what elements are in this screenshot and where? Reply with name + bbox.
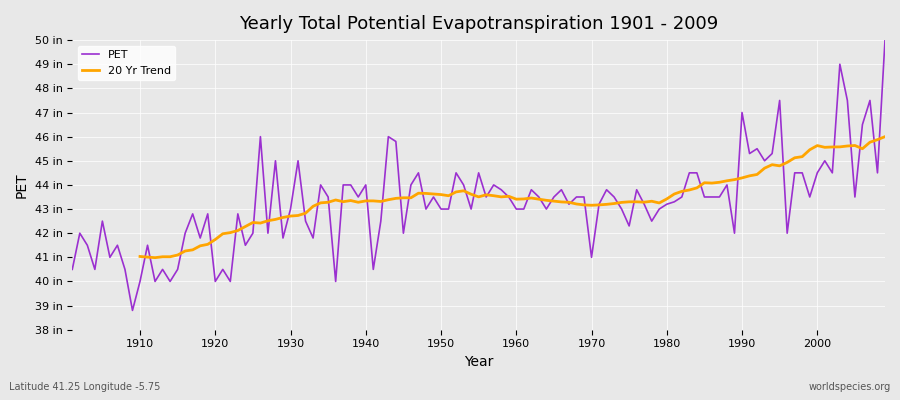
PET — [346, 182, 356, 187]
PET — [67, 267, 77, 272]
20 Yr Trend — [586, 203, 597, 208]
20 Yr Trend — [315, 200, 326, 205]
Line: 20 Yr Trend: 20 Yr Trend — [140, 137, 885, 258]
Text: worldspecies.org: worldspecies.org — [809, 382, 891, 392]
20 Yr Trend — [827, 144, 838, 149]
20 Yr Trend — [526, 196, 536, 200]
Legend: PET, 20 Yr Trend: PET, 20 Yr Trend — [77, 46, 176, 80]
20 Yr Trend — [149, 255, 160, 260]
Title: Yearly Total Potential Evapotranspiration 1901 - 2009: Yearly Total Potential Evapotranspiratio… — [239, 15, 718, 33]
PET — [511, 207, 522, 212]
PET — [301, 219, 311, 224]
PET — [608, 194, 619, 199]
Y-axis label: PET: PET — [15, 172, 29, 198]
PET — [879, 38, 890, 42]
20 Yr Trend — [879, 134, 890, 139]
20 Yr Trend — [135, 254, 146, 259]
PET — [518, 207, 529, 212]
PET — [135, 279, 146, 284]
20 Yr Trend — [285, 214, 296, 218]
PET — [127, 308, 138, 313]
Text: Latitude 41.25 Longitude -5.75: Latitude 41.25 Longitude -5.75 — [9, 382, 160, 392]
20 Yr Trend — [850, 143, 860, 148]
Line: PET: PET — [72, 40, 885, 310]
X-axis label: Year: Year — [464, 355, 493, 369]
